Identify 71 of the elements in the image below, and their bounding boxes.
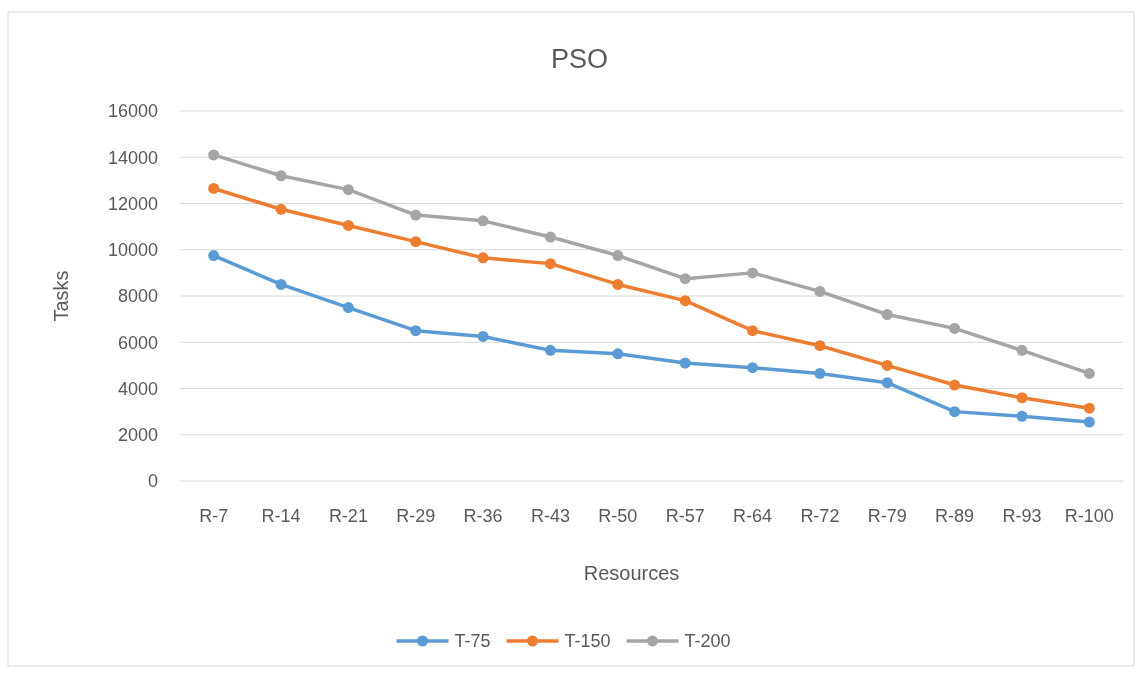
point — [477, 330, 489, 342]
point — [814, 367, 826, 379]
point — [747, 267, 759, 279]
point — [881, 377, 893, 389]
point — [342, 302, 354, 314]
point — [1016, 344, 1028, 356]
point — [342, 184, 354, 196]
point — [814, 340, 826, 352]
point — [544, 344, 556, 356]
x-tick-label: R-89 — [935, 506, 975, 527]
y-tick-label: 16000 — [107, 101, 158, 122]
y-tick-label: 8000 — [117, 286, 158, 307]
y-tick-label: 4000 — [117, 378, 158, 399]
x-tick-label: R-14 — [261, 506, 301, 527]
x-tick-label: R-100 — [1064, 506, 1114, 527]
x-tick-label: R-72 — [800, 506, 840, 527]
point — [612, 348, 624, 360]
point — [275, 278, 287, 290]
point — [342, 219, 354, 231]
x-tick-label: R-93 — [1002, 506, 1042, 527]
point — [208, 182, 220, 194]
x-tick-label: R-7 — [199, 506, 229, 527]
y-tick-label: 10000 — [107, 240, 158, 261]
x-tick-label: R-79 — [867, 506, 907, 527]
x-tick-label: R-36 — [463, 506, 503, 527]
point — [477, 215, 489, 227]
point — [275, 203, 287, 215]
chart-title: PSO — [550, 44, 609, 74]
x-axis-title: Resources — [583, 562, 680, 584]
point — [612, 250, 624, 262]
x-tick-label: R-57 — [665, 506, 705, 527]
y-tick-label: 2000 — [117, 425, 158, 446]
point — [881, 309, 893, 320]
point — [679, 273, 691, 285]
x-tick-label: R-50 — [598, 506, 638, 527]
x-tick-label: R-64 — [733, 506, 773, 527]
y-tick-label: 0 — [147, 471, 158, 492]
legend-label: T-200 — [684, 631, 731, 652]
point — [679, 357, 691, 369]
point — [814, 285, 826, 297]
y-tick-label: 6000 — [117, 332, 158, 353]
point — [612, 278, 624, 290]
x-tick-label: R-43 — [530, 506, 570, 527]
point — [949, 406, 961, 418]
y-tick-label: 12000 — [107, 193, 158, 214]
point — [1083, 402, 1095, 414]
point — [949, 379, 961, 391]
point — [208, 149, 220, 161]
legend-label: T-150 — [564, 631, 611, 652]
point — [410, 209, 422, 221]
point — [544, 231, 556, 243]
y-axis-title: Tasks — [50, 270, 72, 322]
x-tick-label: R-29 — [396, 506, 436, 527]
point — [747, 325, 759, 337]
point — [949, 322, 961, 334]
point — [410, 236, 422, 248]
point — [881, 359, 893, 371]
point — [1016, 392, 1028, 404]
y-tick-label: 14000 — [107, 147, 158, 168]
point — [1083, 367, 1095, 379]
point — [747, 362, 759, 374]
point — [208, 250, 220, 262]
point — [1083, 416, 1095, 428]
point — [410, 325, 422, 337]
x-tick-label: R-21 — [328, 506, 368, 527]
point — [679, 295, 691, 307]
legend-label: T-75 — [454, 631, 491, 652]
point — [477, 252, 489, 264]
point — [544, 258, 556, 270]
point — [275, 170, 287, 182]
point — [1016, 410, 1028, 422]
